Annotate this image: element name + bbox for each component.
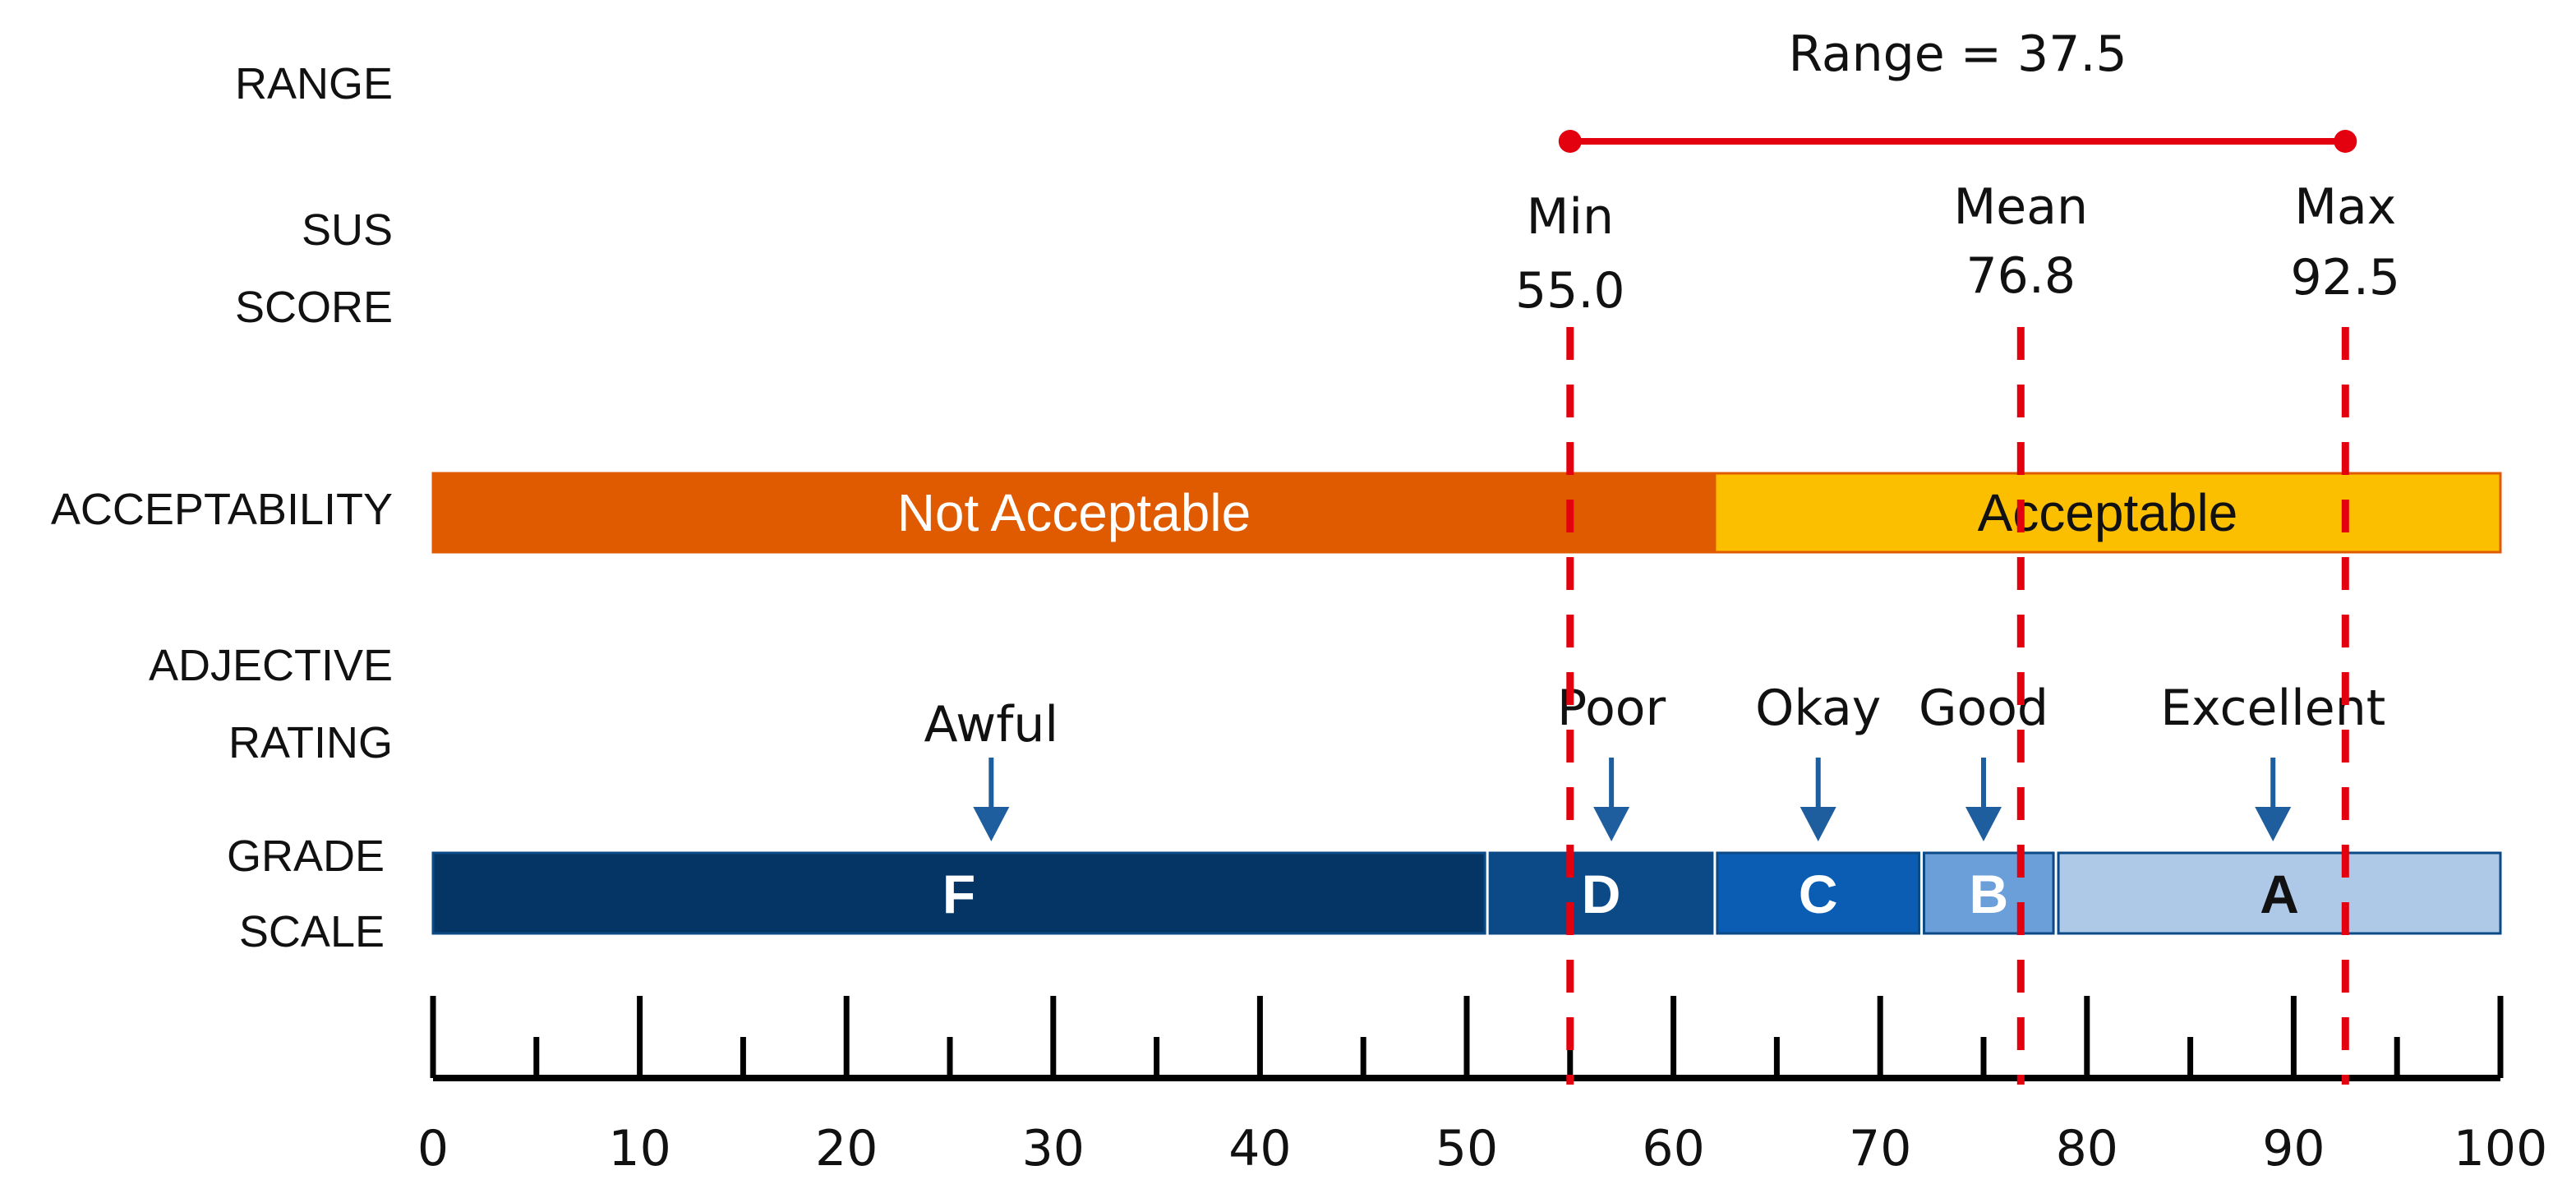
grade-label-c: C bbox=[1799, 864, 1838, 924]
range-endpoint-max bbox=[2334, 130, 2357, 153]
adjective-okay: Okay bbox=[1755, 680, 1881, 737]
grade-label-f: F bbox=[942, 864, 975, 924]
grade-label-b: B bbox=[1969, 864, 2008, 924]
arrow-okay-head bbox=[1800, 807, 1836, 841]
row-label-scale: SCALE bbox=[239, 907, 385, 956]
grade-a bbox=[2057, 851, 2502, 935]
tick-label-20: 20 bbox=[815, 1120, 878, 1177]
score-axis: 0 10 20 30 40 50 60 70 80 90 100 bbox=[417, 996, 2547, 1177]
arrow-poor-head bbox=[1593, 807, 1630, 841]
band-not-acceptable bbox=[431, 472, 1717, 554]
tick-label-60: 60 bbox=[1642, 1120, 1704, 1177]
row-label-range: RANGE bbox=[235, 59, 393, 108]
stat-label-max: Max bbox=[2294, 178, 2396, 236]
stat-value-mean: 76.8 bbox=[1965, 247, 2076, 305]
acceptability-bar: Not Acceptable Acceptable bbox=[431, 472, 2502, 554]
row-label-rating: RATING bbox=[228, 718, 393, 767]
row-label-adjective: ADJECTIVE bbox=[149, 641, 393, 690]
stat-markers: Min 55.0 Mean 76.8 Max 92.5 bbox=[1515, 178, 2400, 1085]
row-label-score: SCORE bbox=[235, 283, 393, 332]
adjective-awful: Awful bbox=[924, 696, 1059, 753]
range-label: Range = 37.5 bbox=[1788, 25, 2127, 83]
grade-f bbox=[431, 851, 1486, 935]
grade-d bbox=[1488, 851, 1714, 935]
tick-label-0: 0 bbox=[417, 1120, 449, 1177]
tick-label-80: 80 bbox=[2056, 1120, 2118, 1177]
band-label-not-acceptable: Not Acceptable bbox=[897, 483, 1251, 542]
tick-label-30: 30 bbox=[1022, 1120, 1085, 1177]
row-label-acceptability: ACCEPTABILITY bbox=[51, 485, 393, 534]
range-bracket: Range = 37.5 bbox=[1558, 25, 2357, 153]
adjective-excellent: Excellent bbox=[2160, 680, 2385, 737]
grade-label-a: A bbox=[2260, 864, 2299, 924]
band-acceptable bbox=[1713, 472, 2502, 554]
range-endpoint-min bbox=[1558, 130, 1582, 153]
grade-b bbox=[1923, 851, 2055, 935]
tick-label-100: 100 bbox=[2454, 1120, 2548, 1177]
stat-label-min: Min bbox=[1527, 188, 1614, 246]
row-labels: RANGE SUS SCORE ACCEPTABILITY ADJECTIVE … bbox=[51, 59, 393, 956]
adjective-good: Good bbox=[1919, 680, 2048, 737]
grade-label-d: D bbox=[1582, 864, 1621, 924]
adjective-poor: Poor bbox=[1557, 680, 1666, 737]
tick-label-10: 10 bbox=[608, 1120, 670, 1177]
arrow-excellent-head bbox=[2255, 807, 2292, 841]
adjective-rating-row: Awful Poor Okay Good Excellent bbox=[924, 680, 2385, 841]
stat-value-min: 55.0 bbox=[1515, 262, 1625, 320]
arrow-good-head bbox=[1965, 807, 2002, 841]
tick-label-50: 50 bbox=[1435, 1120, 1498, 1177]
stat-value-max: 92.5 bbox=[2291, 249, 2401, 306]
row-label-sus: SUS bbox=[302, 205, 393, 255]
stat-label-mean: Mean bbox=[1954, 178, 2088, 236]
tick-label-70: 70 bbox=[1849, 1120, 1911, 1177]
tick-label-90: 90 bbox=[2262, 1120, 2325, 1177]
tick-label-40: 40 bbox=[1228, 1120, 1291, 1177]
band-label-acceptable: Acceptable bbox=[1978, 483, 2238, 542]
arrow-awful-head bbox=[973, 807, 1010, 841]
grade-c bbox=[1716, 851, 1921, 935]
row-label-grade: GRADE bbox=[227, 832, 385, 881]
